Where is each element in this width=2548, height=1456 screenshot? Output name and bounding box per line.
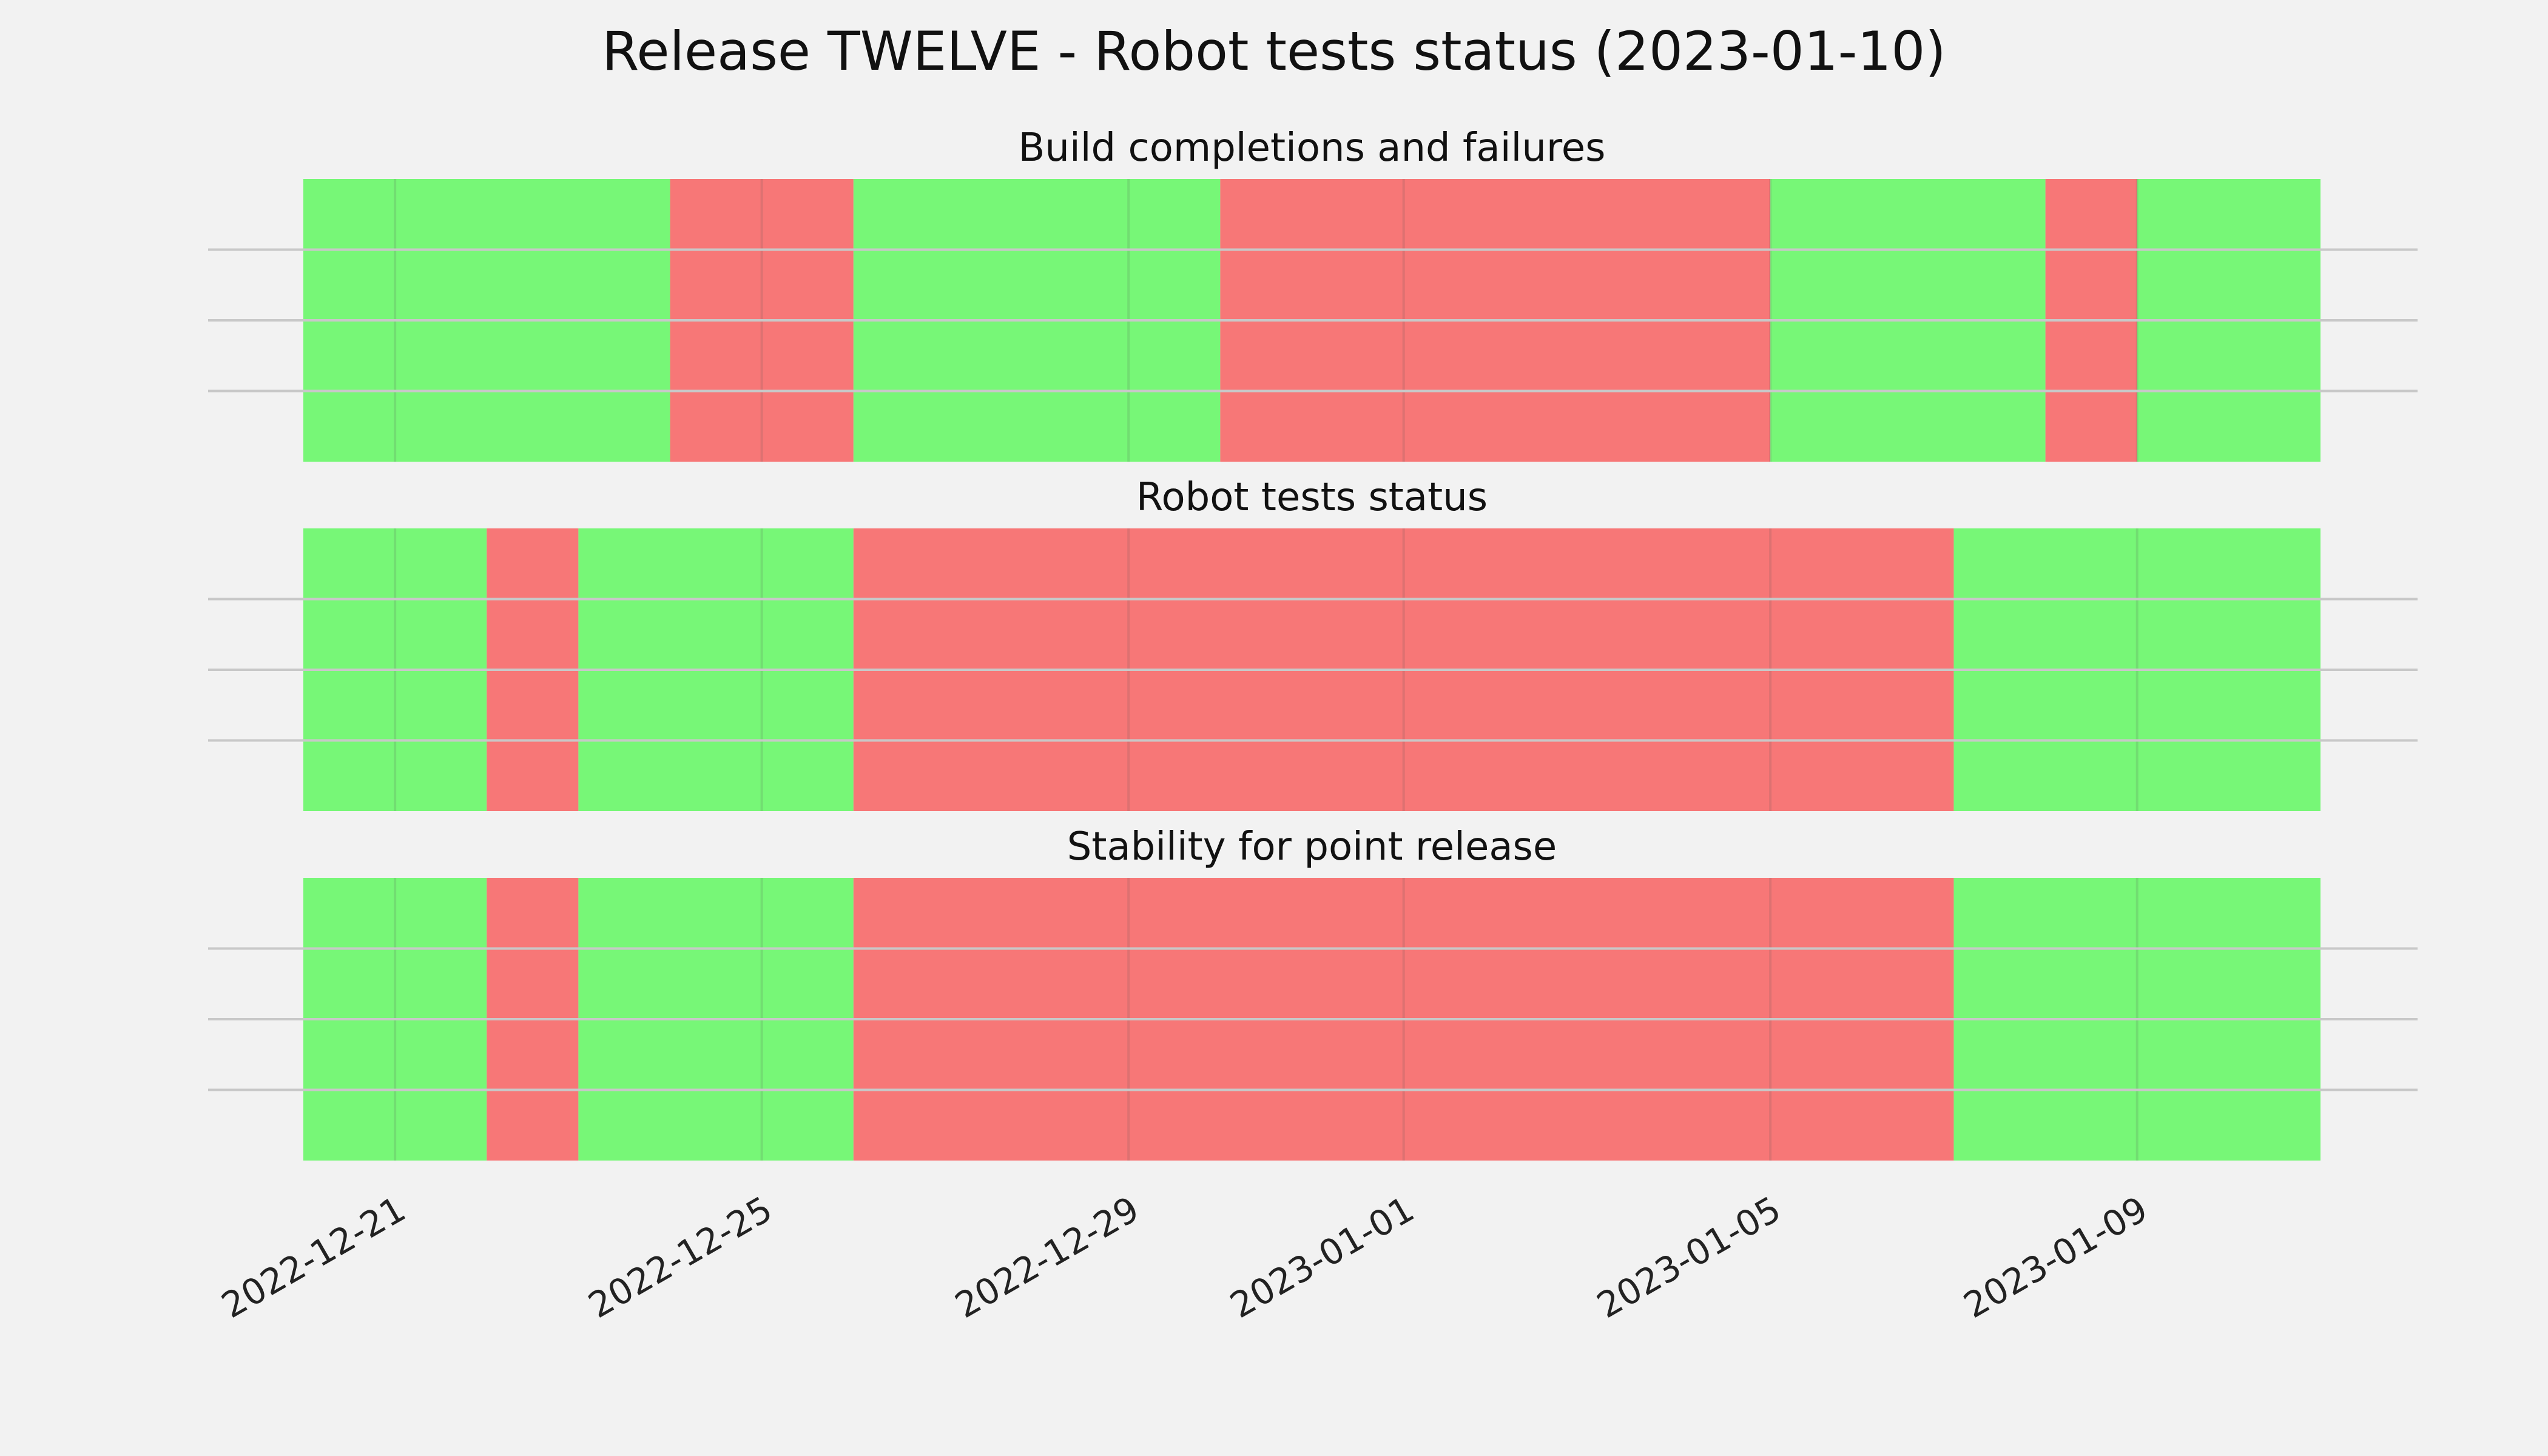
panel-title: Robot tests status: [1136, 475, 1488, 520]
panel-title: Build completions and failures: [1019, 126, 1606, 170]
panel-2: Robot tests status: [208, 475, 2418, 811]
panel-1: Build completions and failures: [208, 126, 2418, 462]
chart-title: Release TWELVE - Robot tests status (202…: [602, 20, 1946, 83]
panel-title: Stability for point release: [1067, 824, 1557, 869]
panel-3: Stability for point release: [208, 824, 2418, 1161]
chart-panels: Build completions and failures Robot test…: [208, 126, 2418, 1161]
